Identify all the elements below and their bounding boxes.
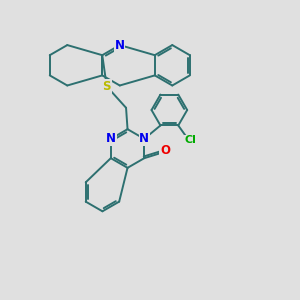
Text: N: N [139, 132, 149, 146]
Text: N: N [106, 132, 116, 146]
Text: S: S [103, 80, 111, 93]
Text: N: N [115, 39, 125, 52]
Text: O: O [160, 144, 170, 157]
Text: Cl: Cl [185, 135, 197, 145]
